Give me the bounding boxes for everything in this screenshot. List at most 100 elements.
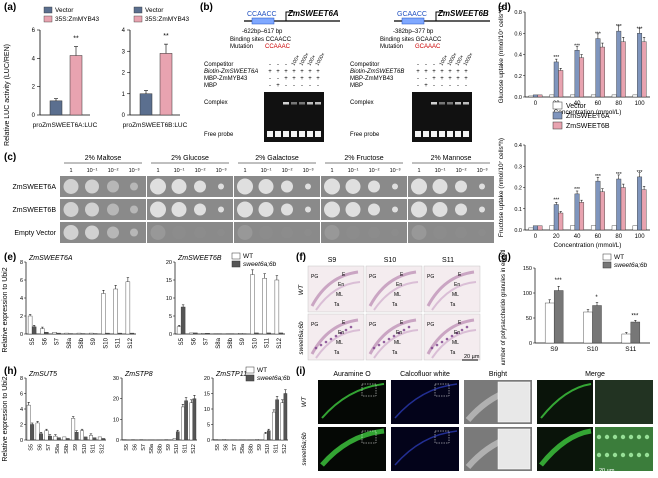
chart-bar <box>641 41 647 98</box>
panel-label-c: (c) <box>4 152 17 163</box>
panel-c-dilution: 10⁻³ <box>390 168 401 174</box>
chart-bar <box>71 418 76 441</box>
panel-c-spot <box>324 178 340 195</box>
panel-c-spot <box>218 183 224 190</box>
svg-text:+: + <box>464 76 468 82</box>
chart-title: ZmSWEET6A <box>28 255 73 262</box>
emsa-left-complex-label: Complex <box>204 100 228 106</box>
panel-f-grid: S9 S10 S11 WT PG E En ML Ta PG E En ML Ta PG E En ML Ta swe… <box>298 257 481 361</box>
chart-bar <box>180 306 186 335</box>
chart-bar <box>30 424 35 441</box>
emsa-right-range: -382bp–377 bp <box>393 29 434 35</box>
chart-bar <box>283 393 288 441</box>
chart-bar <box>213 439 218 441</box>
chart-bar <box>579 57 585 98</box>
axis-category-label: S10 <box>174 444 180 454</box>
panel-i-col-label: Bright <box>489 371 507 378</box>
panel-i-row-label: WT <box>301 396 308 407</box>
panel-g-legend-label: sweet6a;6b <box>614 262 648 269</box>
axis-category-label: S8b <box>249 444 255 454</box>
axis-tick-label: 0.0 <box>514 95 522 101</box>
chart-bar <box>632 225 638 231</box>
panel-c-spot <box>392 206 398 213</box>
emsa-complex-band <box>283 102 289 105</box>
chart-bar <box>44 331 49 335</box>
svg-text:-: - <box>433 62 435 68</box>
emsa-left-mbp-label: MBP <box>204 83 217 89</box>
chart-bar <box>262 278 267 335</box>
panel-c-dilution: 1 <box>330 168 333 174</box>
axis-category-label: S11 <box>625 346 636 353</box>
svg-text:-: - <box>465 83 467 89</box>
axis-tick-label: 0 <box>207 438 210 444</box>
axis-category-label: S9 <box>166 444 172 451</box>
panel-e-ylabel: Relative expression to Ubi2 <box>2 267 9 352</box>
axis-category-label: S5 <box>28 444 34 451</box>
panel-c-dilution: 10⁻² <box>282 168 293 174</box>
svg-text:+: + <box>292 69 296 75</box>
svg-text:-: - <box>417 76 419 82</box>
emsa-free-band <box>439 131 445 137</box>
panel-i-auramine-image <box>318 380 386 424</box>
emsa-free-band <box>415 131 421 137</box>
panel-a-bar <box>69 55 83 116</box>
axis-category-label: 0 <box>534 234 538 240</box>
axis-category-label: S12 <box>282 444 288 454</box>
panel-c-spot <box>324 201 340 218</box>
chart-bar <box>266 430 271 441</box>
panel-f-col-label: S10 <box>384 257 397 264</box>
svg-text:Ta: Ta <box>450 350 456 356</box>
panel-a-ytick: 0 <box>32 113 36 119</box>
svg-text:Ta: Ta <box>450 302 456 308</box>
chart-bar <box>549 94 555 98</box>
panel-label-g: (g) <box>498 252 511 263</box>
axis-category-label: S6 <box>133 444 139 451</box>
axis-tick-label: 10 <box>166 296 172 302</box>
panel-c-spot <box>433 225 447 240</box>
chart-bar <box>616 30 622 98</box>
panel-label-d: (d) <box>498 2 511 13</box>
chart-sig-marker: *** <box>574 187 580 193</box>
svg-text:ML: ML <box>394 340 401 346</box>
panel-c-group-label: 2% Glucose <box>171 155 209 162</box>
panel-a-bar <box>159 53 173 116</box>
axis-tick-label: 15 <box>204 392 210 398</box>
panel-i-bright-inset <box>497 428 531 470</box>
panel-d-legend-label: ZmSWEET6B <box>566 123 610 130</box>
emsa-right-mutseq: GCAAAC <box>415 44 441 50</box>
svg-text:PG: PG <box>311 322 318 328</box>
chart-bar <box>105 332 110 335</box>
panel-c-spot <box>324 225 340 240</box>
axis-category-label: S12 <box>128 337 134 348</box>
emsa-free-band <box>299 131 305 137</box>
axis-category-label: S9 <box>91 337 97 345</box>
svg-text:-: - <box>457 83 459 89</box>
panel-c-spot <box>171 202 187 217</box>
emsa-right-complex-label: Complex <box>350 100 374 106</box>
chart-bar <box>26 404 31 441</box>
panel-d-ylabel: Glucose uptake (nmol/10⁷ cells*h) <box>498 6 505 104</box>
chart-bar <box>274 279 280 335</box>
chart-bar <box>278 332 284 335</box>
svg-text:-: - <box>417 83 419 89</box>
chart-bar <box>176 326 182 335</box>
panel-a-legend-swatch <box>133 6 143 14</box>
axis-tick-label: 5 <box>207 423 210 429</box>
svg-text:ML: ML <box>452 340 459 346</box>
chart-bar <box>31 326 37 335</box>
panel-c-plate <box>408 199 494 220</box>
panel-i-bright-inset <box>497 381 531 423</box>
emsa-free-band <box>423 131 429 137</box>
chart-bar <box>532 94 538 98</box>
panel-a-ytick: 0 <box>122 113 126 119</box>
svg-text:+: + <box>440 69 444 75</box>
chart-bar <box>89 332 94 335</box>
axis-category-label: 40 <box>574 234 581 240</box>
panel-c-spot <box>107 226 119 239</box>
svg-text:-: - <box>417 62 419 68</box>
chart-bar <box>201 333 206 335</box>
panel-d-legend-swatch <box>552 121 563 130</box>
axis-category-label: S10 <box>252 337 258 348</box>
emsa-left-free-label: Free probe <box>204 132 234 138</box>
